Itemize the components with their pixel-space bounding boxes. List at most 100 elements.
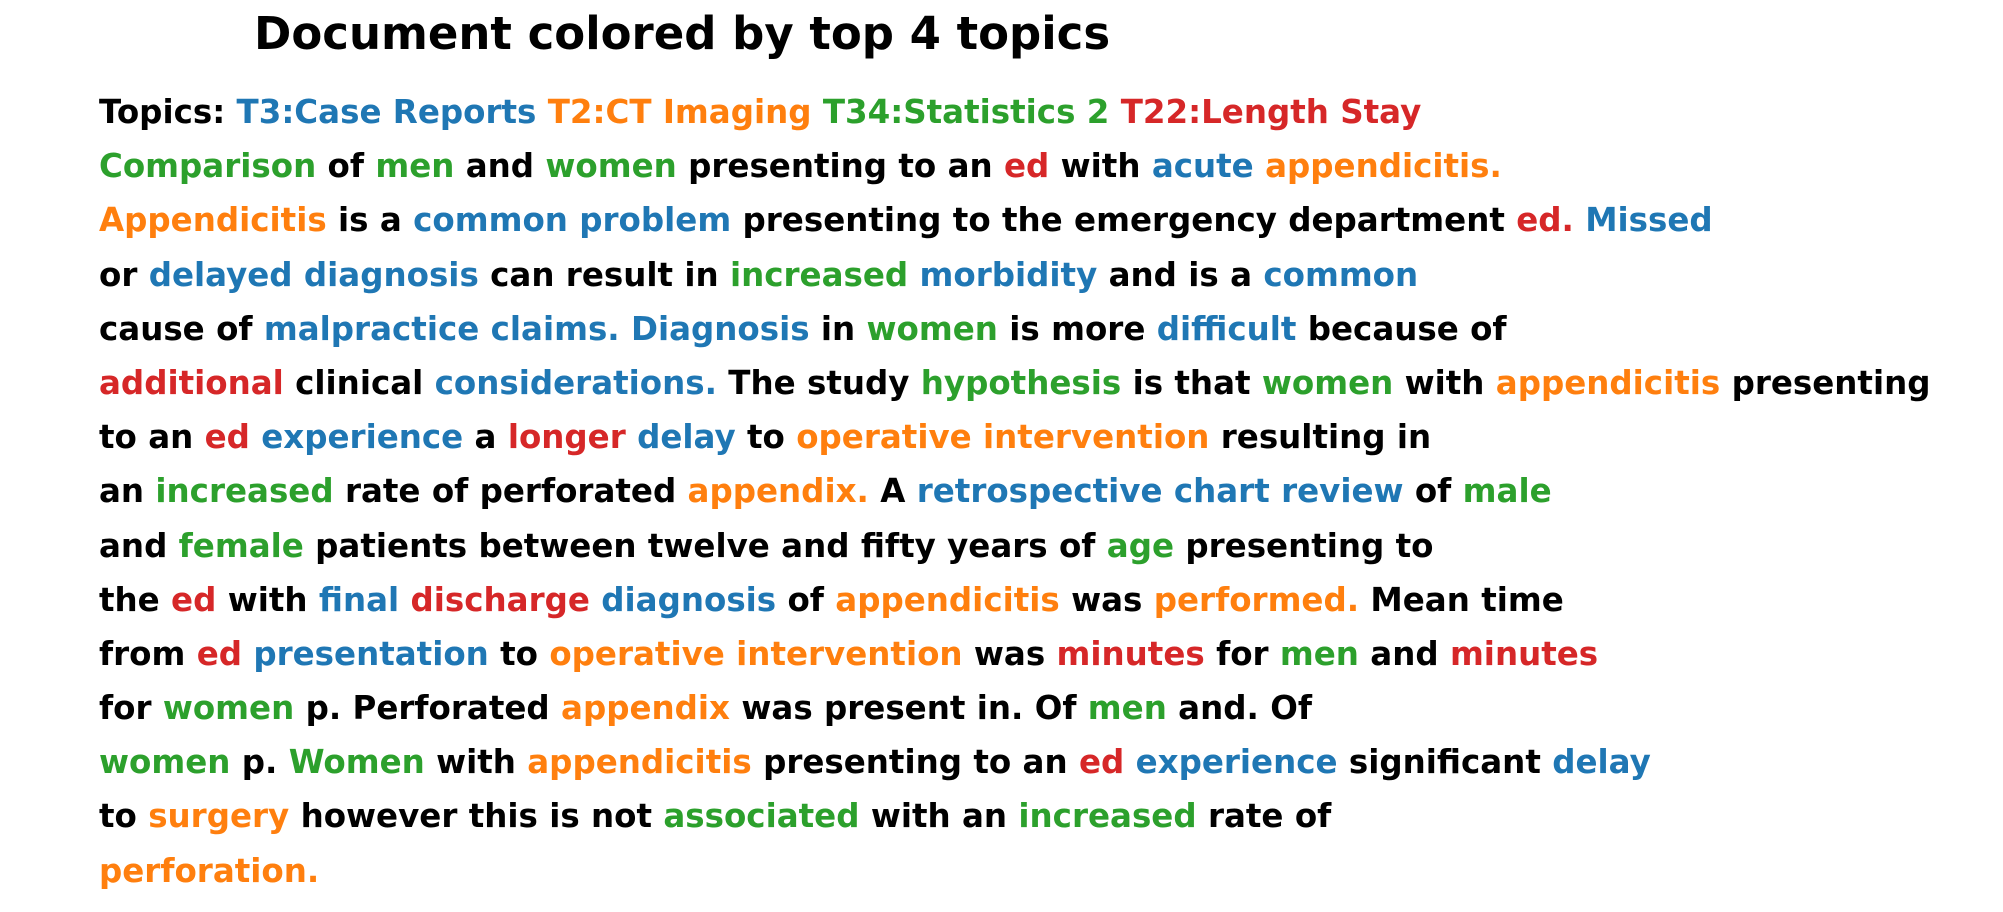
document-line: to surgery however this is not associate…: [99, 789, 1994, 843]
plain-word: was: [973, 634, 1046, 673]
topic-word-t3: chart: [1173, 472, 1270, 511]
topic-word-t34: women: [545, 147, 677, 186]
plain-word: resulting: [1220, 418, 1386, 457]
plain-word: of: [1470, 309, 1507, 348]
document-line: the ed with final discharge diagnosis of…: [99, 573, 1994, 627]
topic-word-t3: Diagnosis: [630, 309, 810, 348]
topic-word-t3: delayed: [148, 255, 293, 294]
plain-word: of: [1058, 526, 1096, 565]
plain-word: was: [741, 689, 813, 728]
topic-word-t3: experience: [261, 418, 464, 457]
plain-word: significant: [1348, 743, 1541, 782]
plain-word: with: [1404, 363, 1485, 402]
plain-word: with: [436, 743, 516, 782]
plain-word: a: [474, 418, 497, 457]
topic-word-t3: malpractice: [263, 309, 480, 348]
plain-word: is: [338, 201, 369, 240]
document-line: Comparison of men and women presenting t…: [99, 139, 1994, 193]
plain-word: or: [99, 255, 138, 294]
plain-word: an: [947, 147, 993, 186]
plain-word: to: [747, 418, 785, 457]
plain-word: can: [490, 255, 555, 294]
plain-word: for: [99, 689, 152, 728]
topic-word-t2: intervention: [983, 418, 1210, 457]
topic-word-t34: men: [1279, 634, 1359, 673]
topics-legend-line: Topics: T3:Case Reports T2:CT Imaging T3…: [99, 85, 1994, 139]
topic-word-t2: appendix.: [687, 472, 869, 511]
plain-word: clinical: [295, 363, 424, 402]
plain-word: was: [1071, 580, 1143, 619]
plain-word: perforated: [479, 472, 677, 511]
plain-word: is: [549, 797, 580, 836]
topic-word-t3: presentation: [253, 634, 489, 673]
plain-word: time: [1481, 580, 1564, 619]
topic-word-t22: ed: [171, 580, 217, 619]
plain-word: rate: [1207, 797, 1284, 836]
plain-word: to: [99, 418, 137, 457]
plain-word: because: [1307, 309, 1459, 348]
plain-word: presenting: [688, 147, 888, 186]
plain-word: that: [1174, 363, 1251, 402]
page-title: Document colored by top 4 topics: [254, 7, 1111, 60]
topic-word-t34: female: [178, 526, 304, 565]
plain-word: an: [1022, 743, 1068, 782]
topic-word-t34: men: [375, 147, 455, 186]
topic-word-t3: problem: [579, 201, 732, 240]
plain-word: rate: [344, 472, 421, 511]
topic-word-t22: ed: [1004, 147, 1050, 186]
topic-word-t34: men: [1087, 689, 1167, 728]
plain-word: between: [478, 526, 637, 565]
plain-word: p.: [305, 689, 342, 728]
plain-word: in: [820, 309, 856, 348]
topic-word-t2: intervention: [736, 634, 963, 673]
topic-legend-t2: T2:CT Imaging: [547, 93, 812, 131]
plain-word: more: [1051, 309, 1146, 348]
plain-word: of: [216, 309, 253, 348]
topic-word-t2: perforation.: [99, 851, 320, 890]
document-line: from ed presentation to operative interv…: [99, 627, 1994, 681]
topics-label: Topics:: [99, 93, 226, 131]
plain-word: and: [781, 526, 850, 565]
topic-legend-t22: T22:Length Stay: [1120, 93, 1422, 131]
plain-word: to: [898, 147, 937, 186]
topic-legend-t3: T3:Case Reports: [236, 93, 537, 131]
plain-word: The: [728, 363, 796, 402]
plain-word: of: [431, 472, 469, 511]
plain-word: to: [952, 201, 991, 240]
topic-word-t2: surgery: [148, 797, 290, 836]
plain-word: with: [870, 797, 951, 836]
plain-word: Of: [1270, 689, 1312, 728]
plain-word: presenting: [742, 201, 942, 240]
plain-word: in: [684, 255, 719, 294]
plain-word: presenting: [1185, 526, 1385, 565]
plain-word: an: [148, 418, 194, 457]
plain-word: p.: [241, 743, 278, 782]
plain-word: an: [99, 472, 145, 511]
plain-word: twelve: [647, 526, 770, 565]
plain-word: to: [99, 797, 137, 836]
topic-word-t2: appendicitis: [527, 743, 752, 782]
topic-word-t3: final: [318, 580, 400, 619]
plain-word: present: [824, 689, 966, 728]
plain-word: is: [1132, 363, 1164, 402]
topic-word-t34: increased: [1018, 797, 1197, 836]
topic-word-t2: Appendicitis: [99, 201, 327, 240]
plain-word: not: [591, 797, 653, 836]
topic-word-t22: minutes: [1449, 634, 1599, 673]
plain-word: with: [1060, 147, 1141, 186]
plain-word: emergency: [1074, 201, 1277, 240]
topic-word-t34: Women: [288, 743, 425, 782]
plain-word: in: [1396, 418, 1432, 457]
topic-word-t22: minutes: [1056, 634, 1205, 673]
plain-word: Perforated: [352, 689, 550, 728]
topic-word-t34: women: [866, 309, 998, 348]
plain-word: years: [947, 526, 1048, 565]
plain-word: and: [1108, 255, 1177, 294]
plain-word: Mean: [1370, 580, 1470, 619]
topic-word-t3: experience: [1135, 743, 1338, 782]
topic-word-t34: increased: [155, 472, 334, 511]
topic-word-t3: claims.: [490, 309, 620, 348]
topic-word-t22: ed: [204, 418, 250, 457]
plain-word: and: [465, 147, 535, 186]
topic-word-t34: associated: [663, 797, 860, 836]
